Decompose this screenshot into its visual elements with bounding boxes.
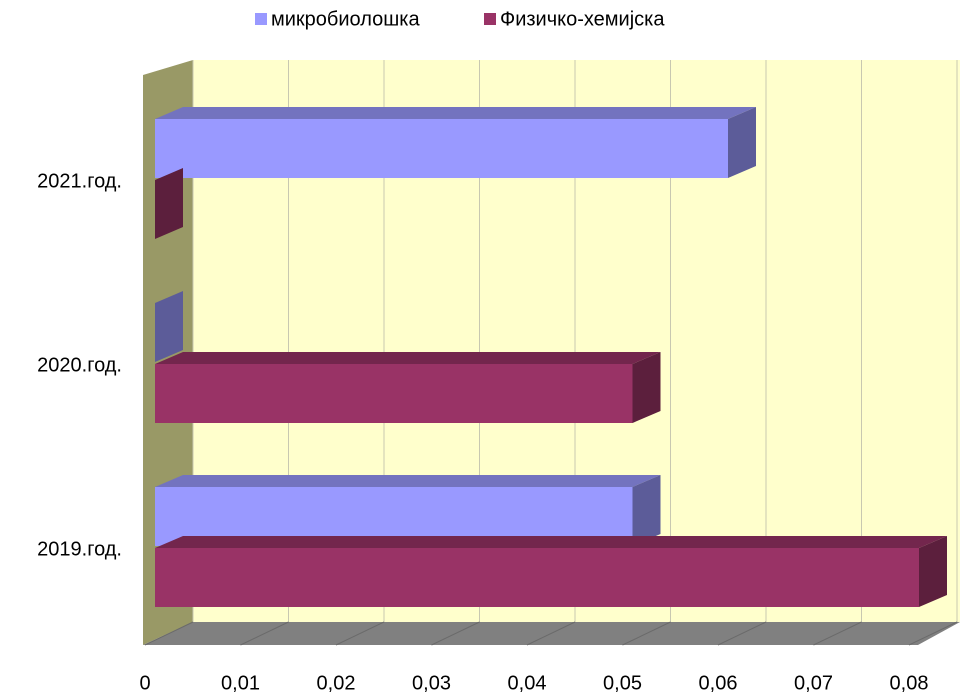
floor-grid-line <box>144 621 194 646</box>
floor-grid-line <box>622 621 671 646</box>
legend-label: Физичко-хемијска <box>500 8 665 30</box>
bar <box>155 119 728 178</box>
bar-top <box>155 536 947 548</box>
x-tick-label: 0,03 <box>412 672 451 694</box>
x-tick-label: 0,04 <box>508 672 547 694</box>
y-tick-label: 2021.год. <box>37 170 122 192</box>
floor-grid-line <box>908 621 958 646</box>
bar-side <box>155 168 183 239</box>
bar <box>155 364 633 423</box>
x-tick-label: 0,06 <box>699 672 738 694</box>
bar-top <box>155 107 756 119</box>
floor-grid-line <box>813 621 862 646</box>
x-tick-label: 0,02 <box>317 672 356 694</box>
bar <box>155 548 919 607</box>
floor-grid-line <box>526 621 576 646</box>
bar-side <box>632 352 661 423</box>
bar-side <box>632 475 661 546</box>
x-tick-label: 0,08 <box>890 672 929 694</box>
x-tick-label: 0,01 <box>221 672 260 694</box>
floor-grid-line <box>240 621 289 646</box>
x-tick-label: 0,05 <box>603 672 642 694</box>
y-tick-label: 2020.год. <box>37 354 122 376</box>
legend-swatch <box>484 13 496 25</box>
bar-side <box>919 536 947 607</box>
x-tick-label: 0,07 <box>794 672 833 694</box>
floor-grid-line <box>717 621 767 646</box>
bar-side <box>728 107 756 178</box>
bar-top <box>155 475 661 487</box>
legend-label: микробиолошка <box>271 8 420 30</box>
bar-top <box>155 352 661 364</box>
floor-grid-line <box>335 621 385 646</box>
x-tick-label: 0 <box>139 672 150 694</box>
bar-side <box>155 291 183 362</box>
legend-swatch <box>255 13 267 25</box>
floor-grid-line <box>431 621 480 646</box>
y-tick-label: 2019.год. <box>37 538 122 560</box>
